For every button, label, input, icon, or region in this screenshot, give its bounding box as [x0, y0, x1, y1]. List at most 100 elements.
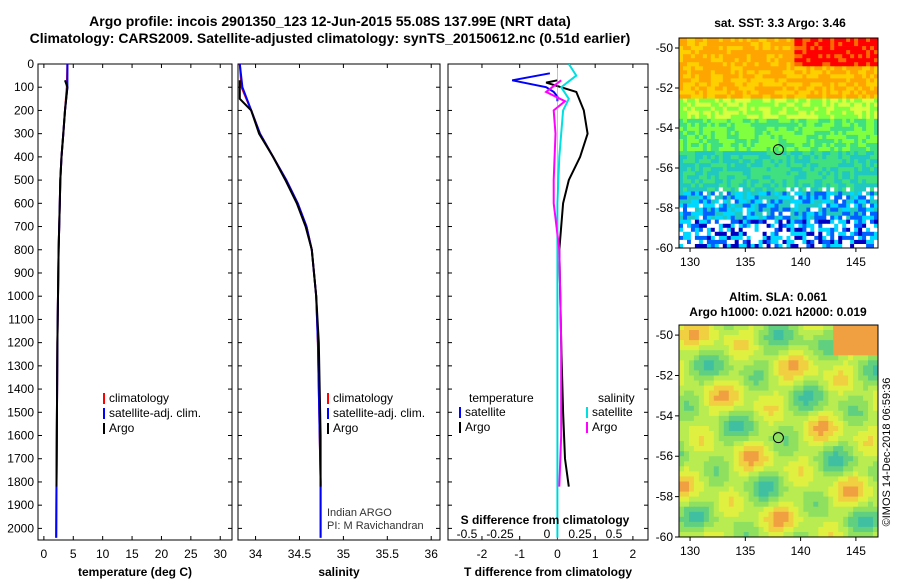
- sst-cell: [842, 195, 847, 200]
- sst-cell: [706, 78, 712, 83]
- sst-cell: [726, 38, 732, 43]
- sst-cell: [822, 46, 827, 51]
- map-lon-tick: 140: [791, 255, 811, 269]
- sla-cell: [733, 350, 740, 356]
- sst-cell: [834, 203, 839, 208]
- sst-cell: [826, 155, 831, 160]
- sla-cell: [778, 506, 784, 513]
- sst-cell: [758, 175, 763, 180]
- sst-cell: [782, 163, 787, 168]
- sla-cell: [679, 355, 685, 361]
- sst-cell: [734, 175, 740, 180]
- sst-cell: [770, 231, 775, 237]
- sla-cell: [753, 471, 759, 477]
- sla-cell: [778, 390, 784, 396]
- sst-cell: [758, 86, 763, 91]
- sst-cell: [814, 70, 819, 75]
- sla-cell: [723, 451, 730, 457]
- sla-cell: [793, 426, 799, 432]
- sst-cell: [810, 155, 815, 160]
- sla-cell: [793, 345, 799, 351]
- sla-cell: [818, 410, 824, 417]
- sst-cell: [842, 139, 847, 144]
- sla-cell: [684, 521, 690, 528]
- sst-cell: [679, 78, 684, 83]
- sla-cell: [748, 501, 754, 508]
- sla-cell: [853, 340, 859, 346]
- sst-cell: [778, 219, 783, 225]
- sst-cell: [702, 239, 708, 245]
- sst-cell: [698, 46, 704, 51]
- sla-cell: [693, 360, 700, 366]
- sla-cell: [858, 436, 864, 442]
- sst-cell: [818, 219, 823, 225]
- sla-cell: [743, 325, 750, 331]
- sst-cell: [750, 62, 755, 67]
- sla-cell: [693, 532, 700, 538]
- sla-cell: [684, 426, 690, 432]
- sst-cell: [814, 244, 819, 249]
- sla-cell: [798, 335, 804, 341]
- sst-cell: [762, 235, 767, 241]
- sla-cell: [818, 390, 824, 396]
- sla-cell: [833, 511, 839, 518]
- sst-cell: [842, 227, 847, 233]
- sst-cell: [866, 227, 871, 233]
- sst-cell: [730, 54, 736, 59]
- sst-cell: [718, 223, 724, 229]
- sla-cell: [843, 491, 849, 497]
- sst-cell: [710, 211, 716, 217]
- sst-cell: [778, 46, 783, 51]
- sla-cell: [808, 476, 814, 482]
- sst-cell: [874, 86, 879, 91]
- sst-cell: [730, 163, 736, 168]
- sla-cell: [758, 385, 764, 391]
- sla-cell: [868, 431, 874, 437]
- sla-cell: [843, 431, 849, 437]
- sst-cell: [866, 235, 871, 241]
- sla-cell: [803, 466, 809, 472]
- sla-cell: [733, 325, 740, 331]
- sst-cell: [766, 155, 771, 160]
- sla-cell: [778, 436, 784, 442]
- sla-cell: [718, 365, 725, 371]
- sla-cell: [698, 466, 705, 472]
- sla-cell: [693, 410, 700, 417]
- sla-cell: [738, 446, 745, 452]
- sst-cell: [722, 179, 728, 184]
- sla-cell: [803, 335, 809, 341]
- sst-cell: [758, 38, 763, 43]
- sst-cell: [687, 187, 692, 192]
- sst-cell: [786, 94, 791, 99]
- sst-cell: [734, 179, 740, 184]
- sst-cell: [683, 215, 688, 221]
- sst-cell: [842, 143, 847, 148]
- sla-cell: [843, 370, 849, 376]
- sla-cell: [848, 476, 854, 482]
- sla-cell: [773, 466, 779, 472]
- sst-cell: [874, 110, 879, 116]
- sst-cell: [866, 139, 871, 144]
- sst-cell: [822, 106, 827, 112]
- sla-cell: [723, 345, 730, 351]
- sst-cell: [679, 74, 684, 79]
- sla-cell: [733, 426, 740, 432]
- sst-cell: [683, 191, 688, 196]
- sla-cell: [748, 360, 754, 366]
- sst-cell: [683, 143, 688, 148]
- sst-cell: [862, 62, 867, 67]
- sst-cell: [734, 199, 740, 204]
- depth-tick-label: 0: [27, 57, 34, 71]
- sst-cell: [690, 167, 696, 172]
- sla-cell: [748, 415, 754, 422]
- sst-cell: [746, 58, 752, 63]
- sla-cell: [693, 526, 700, 533]
- sst-cell: [818, 159, 823, 164]
- sla-cell: [684, 400, 690, 407]
- sla-cell: [743, 385, 750, 391]
- sla-cell: [738, 436, 745, 442]
- sla-cell: [753, 375, 759, 381]
- sst-cell: [790, 70, 795, 75]
- sst-cell: [830, 94, 835, 99]
- sla-cell: [788, 466, 794, 472]
